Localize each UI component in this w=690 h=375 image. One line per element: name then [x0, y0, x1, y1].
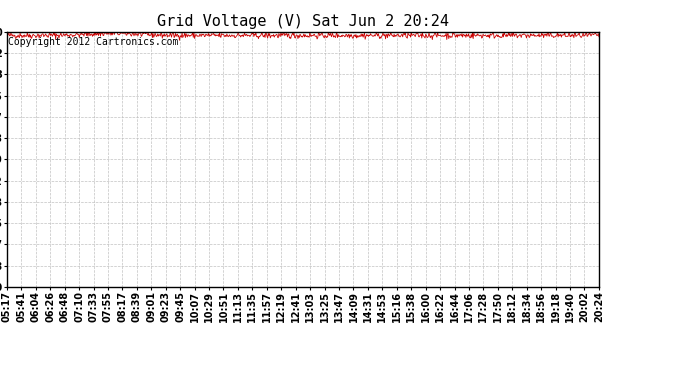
Text: Copyright 2012 Cartronics.com: Copyright 2012 Cartronics.com: [8, 37, 179, 47]
Title: Grid Voltage (V) Sat Jun 2 20:24: Grid Voltage (V) Sat Jun 2 20:24: [157, 14, 449, 29]
